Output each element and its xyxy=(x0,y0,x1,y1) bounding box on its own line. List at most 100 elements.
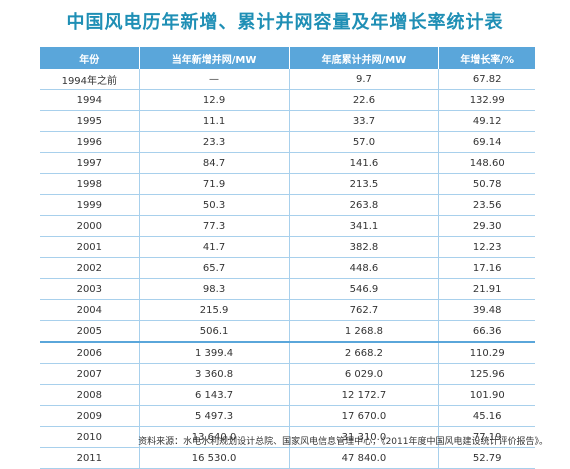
table-cell: 57.0 xyxy=(289,131,440,153)
column-header: 当年新增并网/MW xyxy=(139,47,290,69)
table-cell: 23.3 xyxy=(139,131,290,153)
table-cell: 1 268.8 xyxy=(289,320,440,343)
table-cell: 13 640.0 xyxy=(139,426,290,448)
table-cell: 50.3 xyxy=(139,194,290,216)
table-cell: 2009 xyxy=(40,405,140,427)
table-row: 2011 16 530.0 47 840.0 52.79 xyxy=(40,447,535,469)
table-cell: 47 840.0 xyxy=(289,447,440,469)
table-cell: 2001 xyxy=(40,236,140,258)
data-table: 年份 当年新增并网/MW 年底累计并网/MW 年增长率/% 1994年之前 —9.7 67… xyxy=(40,47,535,469)
table-cell: 101.90 xyxy=(438,384,535,406)
table-row: 2003 98.3 546.9 21.91 xyxy=(40,278,535,300)
table-row: 1995 11.1 33.7 49.12 xyxy=(40,110,535,132)
table-cell: — xyxy=(139,69,290,90)
table-cell: 2003 xyxy=(40,278,140,300)
table-cell: 382.8 xyxy=(289,236,440,258)
table-cell: 1994年之前 xyxy=(40,69,140,90)
table-cell: 2000 xyxy=(40,215,140,237)
table-cell: 98.3 xyxy=(139,278,290,300)
table-row: 2005 506.1 1 268.8 66.36 xyxy=(40,320,535,343)
table-cell: 45.16 xyxy=(438,405,535,427)
table-row: 1994年之前 —9.7 67.82 xyxy=(40,69,535,90)
table-cell: 2008 xyxy=(40,384,140,406)
table-cell: 2007 xyxy=(40,363,140,385)
table-cell: 2006 xyxy=(40,342,140,364)
table-row: 2006 1 399.4 2 668.2 110.29 xyxy=(40,342,535,364)
table-row: 2002 65.7 448.6 17.16 xyxy=(40,257,535,279)
table-cell: 132.99 xyxy=(438,89,535,111)
table-cell: 110.29 xyxy=(438,342,535,364)
table-cell: 5 497.3 xyxy=(139,405,290,427)
table-cell: 762.7 xyxy=(289,299,440,321)
table-cell: 77.19 xyxy=(438,426,535,448)
table-row: 2010 13 640.0 31 310.0 77.19 xyxy=(40,426,535,448)
table-cell: 215.9 xyxy=(139,299,290,321)
table-cell: 33.7 xyxy=(289,110,440,132)
table-row: 2008 6 143.7 12 172.7 101.90 xyxy=(40,384,535,406)
table-cell: 17 670.0 xyxy=(289,405,440,427)
table-cell: 546.9 xyxy=(289,278,440,300)
table-cell: 6 143.7 xyxy=(139,384,290,406)
table-row: 1996 23.3 57.0 69.14 xyxy=(40,131,535,153)
table-row: 2000 77.3 341.1 29.30 xyxy=(40,215,535,237)
table-cell: 148.60 xyxy=(438,152,535,174)
table-cell: 12 172.7 xyxy=(289,384,440,406)
table-cell: 1996 xyxy=(40,131,140,153)
column-header: 年增长率/% xyxy=(438,47,535,69)
table-row: 1999 50.3 263.8 23.56 xyxy=(40,194,535,216)
header-row: 年份 当年新增并网/MW 年底累计并网/MW 年增长率/% xyxy=(40,47,535,69)
column-header: 年份 xyxy=(40,47,140,69)
table-row: 1994 12.9 22.6 132.99 xyxy=(40,89,535,111)
table-cell: 41.7 xyxy=(139,236,290,258)
table-cell: 1995 xyxy=(40,110,140,132)
table-cell: 1999 xyxy=(40,194,140,216)
table-cell: 2011 xyxy=(40,447,140,469)
table-cell: 39.48 xyxy=(438,299,535,321)
table-cell: 16 530.0 xyxy=(139,447,290,469)
table-cell: 84.7 xyxy=(139,152,290,174)
table-cell: 141.6 xyxy=(289,152,440,174)
table-cell: 1997 xyxy=(40,152,140,174)
table-cell: 9.7 xyxy=(289,69,440,90)
table-cell: 66.36 xyxy=(438,320,535,343)
table-cell: 31 310.0 xyxy=(289,426,440,448)
source-note: 资料来源：水电水利规划设计总院、国家风电信息管理中心，《2011年度中国风电建设… xyxy=(138,437,548,447)
table-cell: 17.16 xyxy=(438,257,535,279)
table-cell: 2 668.2 xyxy=(289,342,440,364)
table-row: 2004 215.9 762.7 39.48 xyxy=(40,299,535,321)
table-cell: 69.14 xyxy=(438,131,535,153)
column-header: 年底累计并网/MW xyxy=(289,47,440,69)
table-cell: 23.56 xyxy=(438,194,535,216)
table-title: 中国风电历年新增、累计并网容量及年增长率统计表 xyxy=(66,12,504,33)
table-cell: 3 360.8 xyxy=(139,363,290,385)
table-row: 1997 84.7 141.6 148.60 xyxy=(40,152,535,174)
table-cell: 2002 xyxy=(40,257,140,279)
table-row: 2009 5 497.3 17 670.0 45.16 xyxy=(40,405,535,427)
table-cell: 1998 xyxy=(40,173,140,195)
table-cell: 52.79 xyxy=(438,447,535,469)
table-cell: 21.91 xyxy=(438,278,535,300)
table-cell: 2005 xyxy=(40,320,140,343)
table-cell: 71.9 xyxy=(139,173,290,195)
table-cell: 125.96 xyxy=(438,363,535,385)
table-cell: 12.23 xyxy=(438,236,535,258)
table-cell: 263.8 xyxy=(289,194,440,216)
table-cell: 2010 xyxy=(40,426,140,448)
table-cell: 213.5 xyxy=(289,173,440,195)
table-cell: 67.82 xyxy=(438,69,535,90)
table-body: 1994年之前 —9.7 67.82 1994 12.9 22.6 132.99 1995 11… xyxy=(40,69,535,469)
table-cell: 6 029.0 xyxy=(289,363,440,385)
table-cell: 1 399.4 xyxy=(139,342,290,364)
table-cell: 29.30 xyxy=(438,215,535,237)
table-cell: 49.12 xyxy=(438,110,535,132)
table-cell: 77.3 xyxy=(139,215,290,237)
table-cell: 12.9 xyxy=(139,89,290,111)
table-cell: 448.6 xyxy=(289,257,440,279)
table-row: 2007 3 360.8 6 029.0 125.96 xyxy=(40,363,535,385)
table-cell: 11.1 xyxy=(139,110,290,132)
table-cell: 50.78 xyxy=(438,173,535,195)
table-cell: 22.6 xyxy=(289,89,440,111)
table-row: 2001 41.7 382.8 12.23 xyxy=(40,236,535,258)
table-cell: 341.1 xyxy=(289,215,440,237)
